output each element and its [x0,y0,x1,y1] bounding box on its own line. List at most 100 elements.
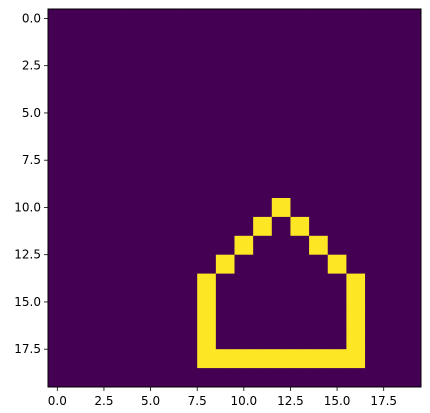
heatmap-cell-low [85,46,105,67]
heatmap-cell-low [234,65,254,85]
heatmap-cell-low [159,65,179,85]
heatmap-cell-low [66,235,86,256]
heatmap-cell-low [122,46,142,67]
heatmap-cell-low [122,292,142,312]
heatmap-cell-low [85,160,105,180]
heatmap-cell-low [383,273,403,293]
heatmap-cell-low [66,27,86,48]
heatmap-cell-low [253,141,273,161]
heatmap-cell-low [383,368,403,388]
heatmap-cell-low [309,27,329,48]
heatmap-cells [48,9,422,388]
heatmap-cell-low [48,198,67,218]
heatmap-cell-low [234,141,254,161]
heatmap-cell-low [141,141,161,161]
heatmap-cell-high [215,254,235,274]
heatmap-cell-low [309,65,329,85]
heatmap-cell-high [309,349,329,369]
heatmap-cell-low [234,254,254,274]
heatmap-cell-low [290,103,310,123]
heatmap-cell-low [290,292,310,312]
heatmap-cell-low [383,65,403,85]
heatmap-cell-low [365,141,385,161]
heatmap-cell-low [141,65,161,85]
heatmap-cell-low [383,160,403,180]
heatmap-cell-low [290,311,310,331]
heatmap-cell-low [66,198,86,218]
heatmap-cell-low [253,254,273,274]
heatmap-cell-low [365,292,385,312]
heatmap-cell-low [290,141,310,161]
heatmap-cell-low [365,65,385,85]
heatmap-cell-low [327,141,347,161]
heatmap-cell-low [103,254,123,274]
heatmap-cell-low [178,84,198,104]
heatmap-cell-low [66,141,86,161]
heatmap-cell-low [48,311,67,331]
heatmap-cell-low [66,9,86,29]
heatmap-cell-low [141,292,161,312]
heatmap-cell-high [290,349,310,369]
heatmap-cell-low [178,330,198,350]
heatmap-cell-low [48,27,67,48]
heatmap-cell-low [141,46,161,67]
heatmap-cell-high [197,349,217,369]
heatmap-cell-low [159,292,179,312]
heatmap-cell-low [234,273,254,293]
heatmap-cell-low [122,368,142,388]
heatmap-cell-low [197,254,217,274]
heatmap-cell-high [346,311,366,331]
heatmap-cell-low [402,235,422,256]
heatmap-cell-low [234,84,254,104]
heatmap-cell-low [327,292,347,312]
heatmap-cell-low [66,122,86,142]
heatmap-cell-low [197,65,217,85]
heatmap-cell-low [178,198,198,218]
heatmap-cell-high [197,311,217,331]
heatmap-cell-low [383,46,403,67]
heatmap-cell-low [141,27,161,48]
heatmap-cell-low [103,141,123,161]
heatmap-cell-high [327,254,347,274]
heatmap-cell-low [122,160,142,180]
heatmap-cell-low [178,65,198,85]
heatmap-cell-low [327,84,347,104]
heatmap-cell-low [122,216,142,237]
heatmap-cell-low [271,235,291,256]
heatmap-cell-low [66,65,86,85]
heatmap-cell-high [234,349,254,369]
heatmap-cell-low [365,311,385,331]
heatmap-cell-low [309,122,329,142]
y-tick-label: 17.5 [14,342,41,356]
heatmap-cell-low [309,273,329,293]
heatmap-cell-low [85,9,105,29]
heatmap-cell-low [215,216,235,237]
heatmap-cell-low [327,179,347,199]
heatmap-cell-low [271,330,291,350]
heatmap-cell-low [48,65,67,85]
heatmap-cell-low [253,103,273,123]
y-tick-label: 10.0 [14,200,41,214]
heatmap-cell-low [122,9,142,29]
heatmap-cell-low [85,84,105,104]
heatmap-cell-high [234,235,254,256]
heatmap-cell-low [215,122,235,142]
heatmap-cell-low [346,65,366,85]
heatmap-cell-low [178,46,198,67]
heatmap-cell-low [365,216,385,237]
heatmap-cell-low [215,103,235,123]
heatmap-cell-low [48,9,67,29]
heatmap-cell-low [178,141,198,161]
heatmap-cell-low [234,216,254,237]
heatmap-cell-low [159,46,179,67]
heatmap-cell-low [271,27,291,48]
heatmap-cell-low [103,216,123,237]
heatmap-cell-low [309,254,329,274]
heatmap-cell-low [103,273,123,293]
heatmap-cell-low [141,254,161,274]
heatmap-cell-low [103,179,123,199]
heatmap-cell-low [48,330,67,350]
heatmap-cell-low [85,235,105,256]
heatmap-cell-low [327,330,347,350]
